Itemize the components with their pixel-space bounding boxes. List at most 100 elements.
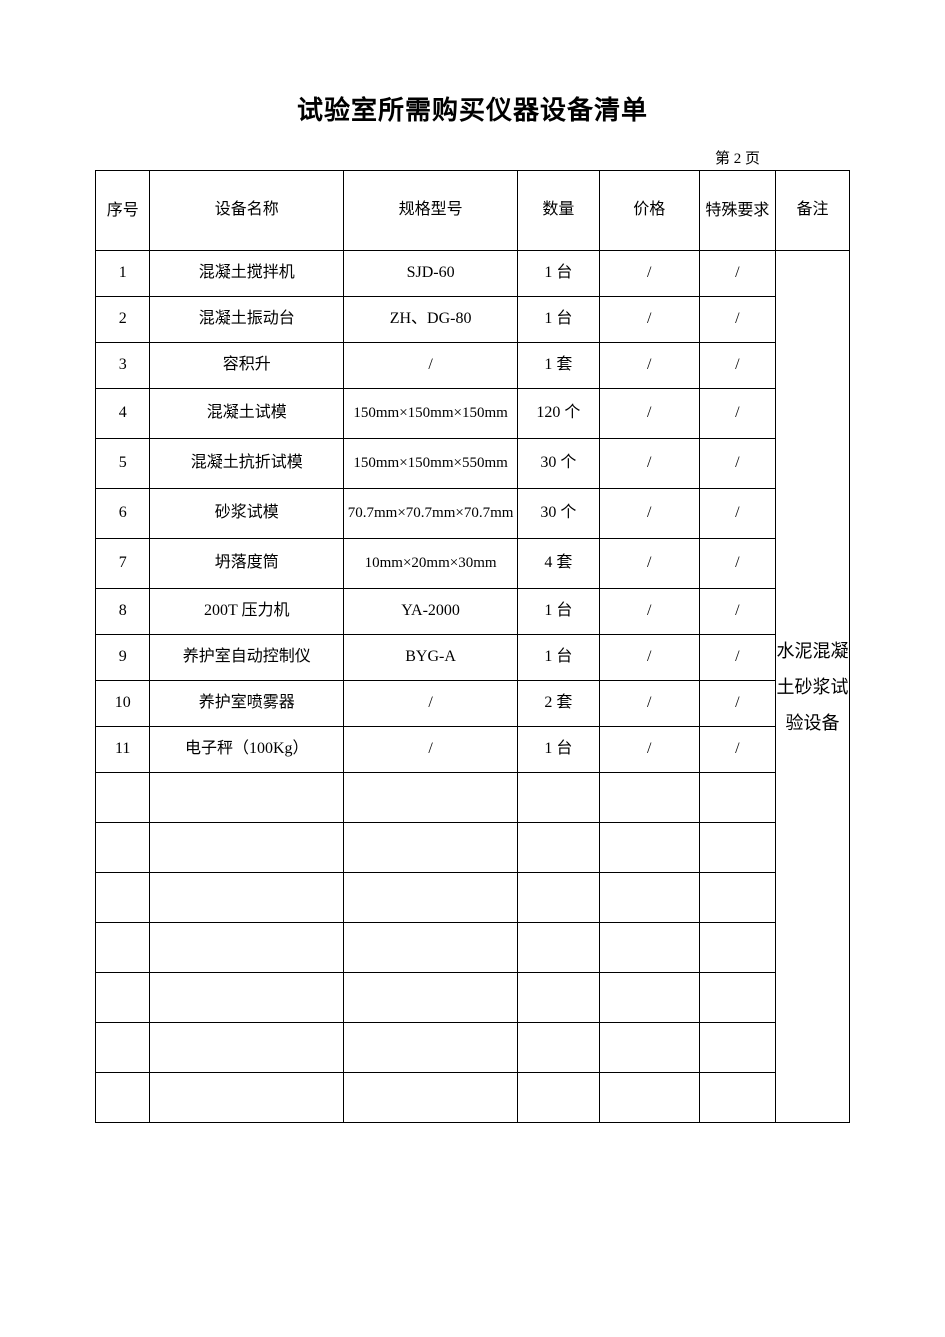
cell-empty: [699, 823, 775, 873]
cell-note-merged: 水泥混凝土砂浆试验设备: [775, 251, 849, 1123]
cell-empty: [150, 923, 344, 973]
cell-empty: [518, 873, 600, 923]
cell-spec: BYG-A: [344, 635, 518, 681]
cell-empty: [150, 1073, 344, 1123]
table-row: 5混凝土抗折试模150mm×150mm×550mm30 个//: [96, 439, 850, 489]
cell-empty: [150, 973, 344, 1023]
cell-empty: [599, 1073, 699, 1123]
cell-empty: [599, 1023, 699, 1073]
cell-spec: /: [344, 681, 518, 727]
cell-empty: [699, 973, 775, 1023]
cell-empty: [150, 1023, 344, 1073]
cell-empty: [518, 973, 600, 1023]
cell-empty: [96, 973, 150, 1023]
cell-price: /: [599, 727, 699, 773]
cell-req: /: [699, 297, 775, 343]
table-row: 1混凝土搅拌机SJD-601 台//水泥混凝土砂浆试验设备: [96, 251, 850, 297]
cell-empty: [518, 773, 600, 823]
cell-seq: 11: [96, 727, 150, 773]
table-row: 9养护室自动控制仪BYG-A1 台//: [96, 635, 850, 681]
table-row: 7坍落度筒10mm×20mm×30mm4 套//: [96, 539, 850, 589]
table-row: 4混凝土试模150mm×150mm×150mm120 个//: [96, 389, 850, 439]
cell-qty: 30 个: [518, 489, 600, 539]
cell-seq: 1: [96, 251, 150, 297]
equipment-table: 序号 设备名称 规格型号 数量 价格 特殊要求 备注 1混凝土搅拌机SJD-60…: [95, 170, 850, 1123]
col-header-name: 设备名称: [150, 171, 344, 251]
cell-qty: 1 台: [518, 635, 600, 681]
cell-empty: [599, 823, 699, 873]
cell-empty: [150, 873, 344, 923]
cell-req: /: [699, 251, 775, 297]
cell-seq: 6: [96, 489, 150, 539]
table-row: 11电子秤（100Kg）/1 台//: [96, 727, 850, 773]
cell-empty: [344, 823, 518, 873]
cell-price: /: [599, 539, 699, 589]
cell-empty: [96, 1023, 150, 1073]
cell-name: 砂浆试模: [150, 489, 344, 539]
cell-seq: 4: [96, 389, 150, 439]
cell-qty: 1 套: [518, 343, 600, 389]
cell-seq: 9: [96, 635, 150, 681]
cell-req: /: [699, 489, 775, 539]
cell-req: /: [699, 727, 775, 773]
cell-empty: [518, 1073, 600, 1123]
cell-spec: 70.7mm×70.7mm×70.7mm: [344, 489, 518, 539]
cell-empty: [518, 1023, 600, 1073]
col-header-spec: 规格型号: [344, 171, 518, 251]
cell-spec: SJD-60: [344, 251, 518, 297]
table-row-empty: [96, 1023, 850, 1073]
table-row-empty: [96, 973, 850, 1023]
cell-empty: [344, 873, 518, 923]
cell-qty: 4 套: [518, 539, 600, 589]
cell-empty: [96, 873, 150, 923]
cell-req: /: [699, 635, 775, 681]
cell-empty: [599, 923, 699, 973]
cell-price: /: [599, 439, 699, 489]
table-row-empty: [96, 873, 850, 923]
cell-empty: [150, 823, 344, 873]
cell-qty: 120 个: [518, 389, 600, 439]
cell-empty: [96, 823, 150, 873]
cell-price: /: [599, 489, 699, 539]
cell-empty: [599, 773, 699, 823]
cell-seq: 8: [96, 589, 150, 635]
cell-empty: [344, 1023, 518, 1073]
cell-name: 混凝土搅拌机: [150, 251, 344, 297]
cell-price: /: [599, 681, 699, 727]
cell-name: 容积升: [150, 343, 344, 389]
cell-empty: [699, 1023, 775, 1073]
table-row: 6砂浆试模70.7mm×70.7mm×70.7mm30 个//: [96, 489, 850, 539]
cell-empty: [96, 773, 150, 823]
table-row: 3容积升/1 套//: [96, 343, 850, 389]
cell-spec: 150mm×150mm×150mm: [344, 389, 518, 439]
cell-req: /: [699, 589, 775, 635]
table-row-empty: [96, 923, 850, 973]
col-header-req: 特殊要求: [699, 171, 775, 251]
table-row: 8200T 压力机YA-20001 台//: [96, 589, 850, 635]
cell-empty: [518, 923, 600, 973]
cell-spec: /: [344, 343, 518, 389]
cell-req: /: [699, 389, 775, 439]
cell-req: /: [699, 343, 775, 389]
cell-empty: [150, 773, 344, 823]
cell-name: 混凝土振动台: [150, 297, 344, 343]
cell-req: /: [699, 439, 775, 489]
cell-seq: 5: [96, 439, 150, 489]
cell-qty: 1 台: [518, 297, 600, 343]
cell-qty: 2 套: [518, 681, 600, 727]
cell-spec: 150mm×150mm×550mm: [344, 439, 518, 489]
cell-seq: 3: [96, 343, 150, 389]
cell-req: /: [699, 539, 775, 589]
table-row-empty: [96, 823, 850, 873]
cell-name: 养护室喷雾器: [150, 681, 344, 727]
cell-name: 200T 压力机: [150, 589, 344, 635]
cell-empty: [96, 923, 150, 973]
table-header-row: 序号 设备名称 规格型号 数量 价格 特殊要求 备注: [96, 171, 850, 251]
cell-empty: [599, 873, 699, 923]
cell-empty: [344, 773, 518, 823]
cell-empty: [699, 773, 775, 823]
cell-empty: [344, 973, 518, 1023]
table-row: 10养护室喷雾器/2 套//: [96, 681, 850, 727]
cell-name: 养护室自动控制仪: [150, 635, 344, 681]
table-row-empty: [96, 1073, 850, 1123]
